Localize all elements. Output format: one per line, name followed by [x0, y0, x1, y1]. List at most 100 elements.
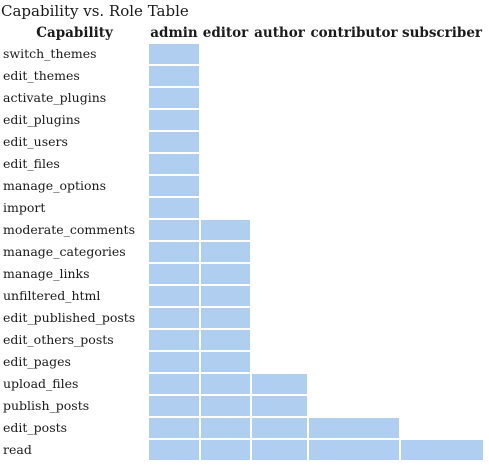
table-row: unfiltered_html	[2, 286, 483, 306]
role-cell-editor	[201, 264, 250, 284]
role-cell-author	[252, 220, 307, 240]
capability-name: manage_categories	[3, 244, 126, 259]
role-cell-contributor	[309, 330, 399, 350]
role-cell-admin	[149, 286, 199, 306]
role-cell-editor	[201, 88, 250, 108]
role-cell-subscriber	[401, 198, 483, 218]
capability-name: read	[3, 442, 32, 457]
role-cell-contributor	[309, 418, 399, 438]
role-cell-contributor	[309, 66, 399, 86]
role-cell-admin	[149, 176, 199, 196]
role-cell-subscriber	[401, 264, 483, 284]
capability-role-table: Capability admin editor author contribut…	[0, 22, 485, 462]
table-row: publish_posts	[2, 396, 483, 416]
role-cell-editor	[201, 330, 250, 350]
table-row: edit_users	[2, 132, 483, 152]
role-cell-admin	[149, 352, 199, 372]
role-cell-editor	[201, 308, 250, 328]
role-cell-contributor	[309, 374, 399, 394]
role-cell-author	[252, 176, 307, 196]
role-cell-contributor	[309, 308, 399, 328]
role-cell-admin	[149, 242, 199, 262]
role-cell-admin	[149, 374, 199, 394]
table-row: edit_plugins	[2, 110, 483, 130]
role-cell-subscriber	[401, 176, 483, 196]
role-cell-contributor	[309, 176, 399, 196]
role-cell-editor	[201, 374, 250, 394]
role-cell-author	[252, 66, 307, 86]
role-cell-subscriber	[401, 220, 483, 240]
role-cell-admin	[149, 132, 199, 152]
role-cell-author	[252, 110, 307, 130]
role-cell-author	[252, 132, 307, 152]
capability-name: edit_pages	[3, 354, 71, 369]
role-cell-admin	[149, 440, 199, 460]
role-cell-subscriber	[401, 286, 483, 306]
role-cell-author	[252, 330, 307, 350]
role-cell-author	[252, 264, 307, 284]
table-row: edit_pages	[2, 352, 483, 372]
role-cell-subscriber	[401, 440, 483, 460]
role-cell-contributor	[309, 110, 399, 130]
role-cell-author	[252, 242, 307, 262]
role-cell-subscriber	[401, 308, 483, 328]
role-cell-editor	[201, 286, 250, 306]
table-row: moderate_comments	[2, 220, 483, 240]
role-cell-subscriber	[401, 330, 483, 350]
column-header-capability: Capability	[36, 25, 113, 41]
role-cell-author	[252, 352, 307, 372]
capability-name: edit_others_posts	[3, 332, 114, 347]
role-cell-contributor	[309, 44, 399, 64]
role-cell-admin	[149, 198, 199, 218]
role-cell-editor	[201, 396, 250, 416]
column-header-author: author	[254, 25, 305, 41]
role-cell-subscriber	[401, 418, 483, 438]
capability-name: upload_files	[3, 376, 79, 391]
role-cell-admin	[149, 110, 199, 130]
capability-name: activate_plugins	[3, 90, 107, 105]
role-cell-contributor	[309, 220, 399, 240]
column-header-contributor: contributor	[310, 25, 398, 41]
role-cell-subscriber	[401, 88, 483, 108]
capability-name: edit_posts	[3, 420, 68, 435]
table-row: edit_others_posts	[2, 330, 483, 350]
table-row: import	[2, 198, 483, 218]
role-cell-admin	[149, 88, 199, 108]
table-row: edit_published_posts	[2, 308, 483, 328]
role-cell-author	[252, 88, 307, 108]
capability-name: edit_plugins	[3, 112, 81, 127]
role-cell-author	[252, 44, 307, 64]
role-cell-editor	[201, 132, 250, 152]
role-cell-subscriber	[401, 110, 483, 130]
role-cell-subscriber	[401, 396, 483, 416]
role-cell-editor	[201, 66, 250, 86]
capability-name: edit_files	[3, 156, 60, 171]
role-cell-editor	[201, 176, 250, 196]
table-row: manage_links	[2, 264, 483, 284]
table-body: switch_themes edit_themes activate_plugins…	[2, 44, 483, 460]
role-cell-author	[252, 198, 307, 218]
role-cell-subscriber	[401, 66, 483, 86]
role-cell-contributor	[309, 198, 399, 218]
role-cell-editor	[201, 154, 250, 174]
capability-name: edit_published_posts	[3, 310, 136, 325]
role-cell-contributor	[309, 264, 399, 284]
role-cell-admin	[149, 308, 199, 328]
table-row: edit_themes	[2, 66, 483, 86]
table-row: read	[2, 440, 483, 460]
role-cell-author	[252, 154, 307, 174]
role-cell-contributor	[309, 286, 399, 306]
capability-name: publish_posts	[3, 398, 90, 413]
table-row: activate_plugins	[2, 88, 483, 108]
role-cell-admin	[149, 396, 199, 416]
role-cell-admin	[149, 418, 199, 438]
role-cell-author	[252, 286, 307, 306]
table-row: upload_files	[2, 374, 483, 394]
role-cell-subscriber	[401, 374, 483, 394]
role-cell-author	[252, 440, 307, 460]
capability-name: edit_users	[3, 134, 68, 149]
role-cell-admin	[149, 330, 199, 350]
role-cell-editor	[201, 418, 250, 438]
role-cell-contributor	[309, 396, 399, 416]
